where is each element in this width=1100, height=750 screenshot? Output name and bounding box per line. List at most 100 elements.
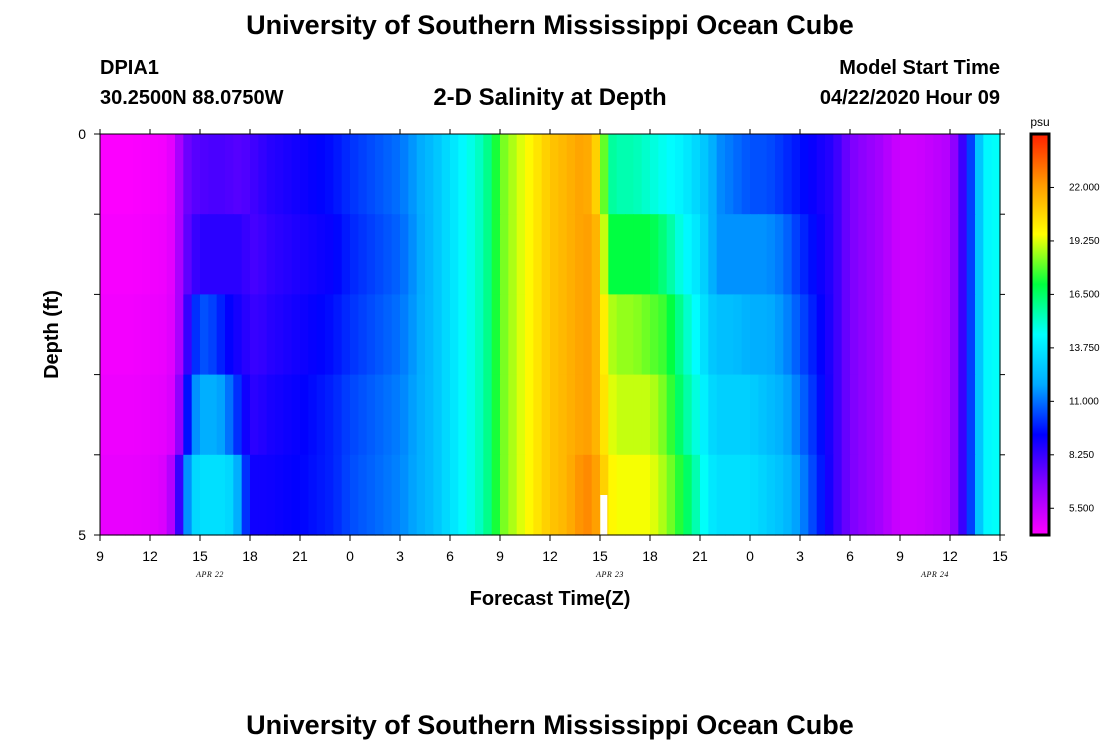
heatmap-cell bbox=[125, 134, 134, 215]
heatmap-cell bbox=[666, 134, 676, 215]
heatmap-cell bbox=[725, 454, 734, 536]
heatmap-cell bbox=[866, 294, 876, 376]
heatmap-cell bbox=[950, 294, 959, 376]
heatmap-cell bbox=[991, 134, 1001, 215]
heatmap-cell bbox=[191, 134, 201, 215]
heatmap-cell bbox=[891, 214, 901, 295]
heatmap-cell bbox=[508, 214, 518, 295]
heatmap-cell bbox=[491, 214, 501, 295]
heatmap-cell bbox=[291, 134, 301, 215]
heatmap-cell bbox=[175, 374, 184, 456]
heatmap-cell bbox=[983, 454, 993, 536]
heatmap-cell bbox=[791, 134, 801, 215]
heatmap-cell bbox=[283, 134, 293, 215]
heatmap-cell bbox=[216, 214, 226, 295]
heatmap-cell bbox=[600, 374, 609, 456]
x-tick-label: 12 bbox=[542, 548, 558, 564]
heatmap-cell bbox=[716, 294, 726, 376]
heatmap-cell bbox=[266, 454, 276, 536]
heatmap-cell bbox=[250, 454, 259, 536]
current-time-marker bbox=[600, 495, 608, 535]
heatmap-cell bbox=[683, 134, 693, 215]
heatmap-cell bbox=[650, 294, 659, 376]
heatmap-cell bbox=[750, 214, 759, 295]
heatmap-cell bbox=[616, 294, 626, 376]
heatmap-cell bbox=[566, 294, 576, 376]
heatmap-cell bbox=[583, 374, 593, 456]
colorbar-tick-label: 16.500 bbox=[1069, 289, 1100, 300]
heatmap-cell bbox=[975, 454, 984, 536]
heatmap-cell bbox=[733, 454, 743, 536]
heatmap-cell bbox=[183, 134, 193, 215]
heatmap-cell bbox=[250, 374, 259, 456]
heatmap-cell bbox=[800, 454, 809, 536]
heatmap-cell bbox=[425, 214, 434, 295]
heatmap-cell bbox=[358, 214, 368, 295]
heatmap-cell bbox=[358, 294, 368, 376]
x-tick-label: 3 bbox=[396, 548, 404, 564]
heatmap-cell bbox=[233, 454, 243, 536]
heatmap-cell bbox=[466, 374, 476, 456]
heatmap-cell bbox=[375, 454, 384, 536]
heatmap-cell bbox=[583, 214, 593, 295]
heatmap-cell bbox=[958, 134, 968, 215]
heatmap-cell bbox=[941, 214, 951, 295]
heatmap-cell bbox=[350, 454, 359, 536]
heatmap-cell bbox=[133, 294, 143, 376]
x-tick-label: 15 bbox=[592, 548, 608, 564]
heatmap-cell bbox=[808, 294, 818, 376]
heatmap-cell bbox=[783, 294, 793, 376]
heatmap-cell bbox=[125, 294, 134, 376]
x-tick-label: 9 bbox=[96, 548, 104, 564]
x-tick-label: 15 bbox=[192, 548, 208, 564]
heatmap-cell bbox=[891, 374, 901, 456]
heatmap-cell bbox=[666, 294, 676, 376]
x-tick-label: 9 bbox=[496, 548, 504, 564]
heatmap-cell bbox=[708, 454, 718, 536]
heatmap-cell bbox=[750, 294, 759, 376]
heatmap-cell bbox=[541, 134, 551, 215]
heatmap-cell bbox=[275, 374, 284, 456]
heatmap-cell bbox=[491, 374, 501, 456]
heatmap-cell bbox=[650, 134, 659, 215]
heatmap-cell bbox=[366, 294, 376, 376]
heatmap-cell bbox=[966, 374, 976, 456]
heatmap-cell bbox=[316, 454, 326, 536]
heatmap-cell bbox=[100, 294, 109, 376]
heatmap-cell bbox=[100, 214, 109, 295]
heatmap-cell bbox=[566, 214, 576, 295]
heatmap-cell bbox=[475, 454, 484, 536]
heatmap-cell bbox=[825, 454, 834, 536]
heatmap-cell bbox=[591, 374, 601, 456]
heatmap-cell bbox=[308, 374, 318, 456]
heatmap-cell bbox=[300, 454, 309, 536]
heatmap-cell bbox=[400, 214, 409, 295]
x-tick-label: 0 bbox=[346, 548, 354, 564]
station-id: DPIA1 bbox=[100, 57, 159, 79]
plot-title: 2-D Salinity at Depth bbox=[433, 84, 667, 111]
colorbar-tick-label: 5.500 bbox=[1069, 503, 1094, 514]
colorbar-gradient bbox=[1029, 132, 1051, 537]
heatmap-cell bbox=[216, 374, 226, 456]
heatmap-cell bbox=[733, 214, 743, 295]
heatmap-cell bbox=[216, 134, 226, 215]
heatmap-cell bbox=[583, 454, 593, 536]
heatmap-cell bbox=[341, 454, 351, 536]
heatmap-cell bbox=[700, 294, 709, 376]
heatmap-cell bbox=[975, 294, 984, 376]
heatmap-cell bbox=[408, 454, 418, 536]
heatmap-cell bbox=[108, 374, 118, 456]
x-tick-label: 21 bbox=[292, 548, 308, 564]
heatmap-cell bbox=[608, 214, 618, 295]
heatmap-cell bbox=[316, 134, 326, 215]
heatmap-cell bbox=[383, 374, 393, 456]
heatmap-cell bbox=[633, 214, 643, 295]
heatmap-cell bbox=[883, 134, 893, 215]
heatmap-cell bbox=[633, 374, 643, 456]
heatmap-cell bbox=[491, 134, 501, 215]
heatmap-cell bbox=[908, 214, 918, 295]
heatmap-cell bbox=[883, 294, 893, 376]
heatmap-cell bbox=[308, 454, 318, 536]
heatmap-cell bbox=[558, 294, 568, 376]
colorbar-ticks: 5.500 8.250 11.000 13.750 16.500 19.250 22.000 bbox=[1049, 182, 1100, 514]
